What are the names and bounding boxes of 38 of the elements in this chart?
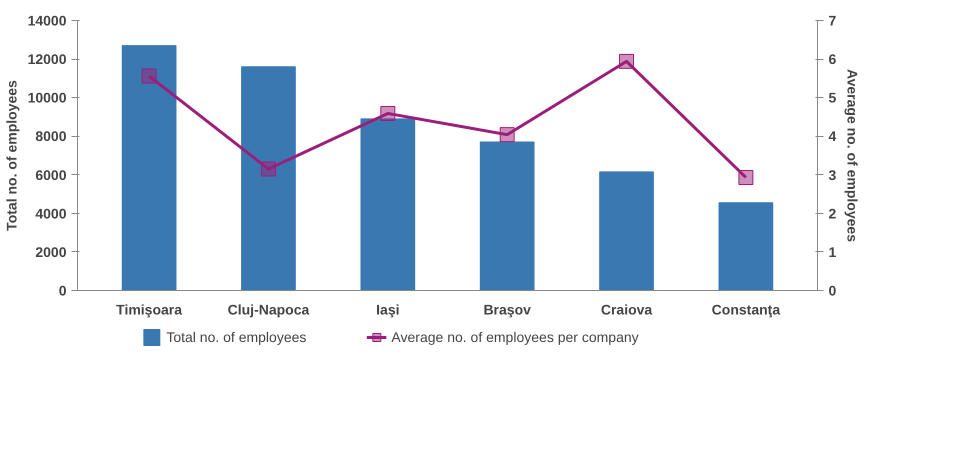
legend-label: Total no. of employees (166, 329, 306, 345)
y-tick-label: 12000 (28, 51, 67, 68)
y-axis-title: Total no. of employees (4, 80, 20, 231)
y2-tick-label: 3 (828, 166, 836, 183)
y2-tick-label: 6 (828, 51, 836, 68)
point (619, 54, 634, 69)
y-tick-label: 10000 (28, 90, 67, 106)
y-tick-label: 6000 (35, 166, 67, 183)
y-tick-label: 4000 (35, 205, 67, 222)
y2-tick-label: 0 (828, 282, 836, 298)
bar (599, 171, 654, 290)
point (142, 68, 157, 84)
y2-tick-label: 1 (828, 244, 836, 260)
y-tick-label: 2000 (35, 244, 67, 260)
x-tick-label: Constanţa (712, 302, 780, 318)
y2-tick-label: 7 (828, 12, 836, 28)
bar (480, 142, 535, 290)
point (500, 127, 515, 142)
x-tick-label: Timişoara (116, 302, 182, 318)
bar (718, 202, 774, 290)
legend-label: Average no. of employees per company (391, 329, 639, 345)
x-tick-label: Cluj-Napoca (228, 302, 310, 318)
point (380, 106, 396, 121)
y2-tick-label: 5 (828, 90, 836, 106)
y-tick-label: 8000 (35, 128, 67, 144)
y-tick-label: 0 (58, 282, 67, 298)
x-tick-label: Braşov (483, 302, 532, 318)
x-tick-label: Iaşi (376, 302, 400, 318)
point (260, 162, 276, 176)
y2-tick-label: 4 (828, 128, 836, 144)
bar (122, 45, 176, 290)
bar (241, 66, 296, 290)
y2-axis-title: Average no. of employees (844, 69, 860, 242)
bar (360, 118, 416, 290)
y-tick-label: 14000 (28, 12, 67, 28)
y2-tick-label: 2 (828, 205, 836, 222)
x-tick-label: Craiova (600, 302, 652, 318)
point (738, 170, 754, 185)
